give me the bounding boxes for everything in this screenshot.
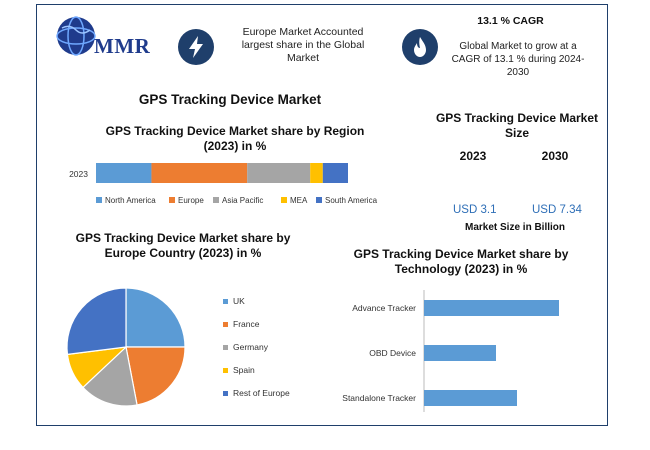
pie-legend-label-1: France bbox=[233, 319, 260, 329]
market-size-value-2023: USD 3.1 bbox=[453, 204, 497, 216]
pie-legend-swatch-3 bbox=[223, 368, 228, 373]
region-chart: 2023 North America Europe Asia Pacific MEA So… bbox=[69, 163, 378, 205]
cagr-text: Global Market to grow at a CAGR of 13.1 … bbox=[451, 41, 585, 78]
pie-legend-label-4: Rest of Europe bbox=[233, 388, 290, 398]
market-size-caption: Market Size in Billion bbox=[464, 222, 566, 233]
region-legend-label-1: Europe bbox=[178, 196, 204, 205]
tech-category-label-2: Standalone Tracker bbox=[342, 393, 416, 403]
pie-legend-swatch-2 bbox=[223, 345, 228, 350]
logo-text: MMR bbox=[94, 34, 151, 58]
region-bar-segment-2 bbox=[247, 163, 311, 183]
pie-slice-germany bbox=[82, 345, 138, 407]
region-bar-segment-4 bbox=[322, 163, 348, 183]
page-title: GPS Tracking Device Market bbox=[138, 92, 322, 107]
europe-chart-title: GPS Tracking Device Market share by Euro… bbox=[75, 231, 291, 260]
region-legend-label-2: Asia Pacific bbox=[222, 196, 263, 205]
tech-bar-0 bbox=[424, 300, 559, 316]
tech-category-label-0: Advance Tracker bbox=[352, 303, 416, 313]
technology-chart-title: GPS Tracking Device Market share by Tech… bbox=[353, 247, 569, 276]
pie-legend-label-0: UK bbox=[233, 296, 245, 306]
globe-icon bbox=[56, 16, 96, 56]
region-legend-label-0: North America bbox=[105, 196, 156, 205]
pie-legend-label-3: Spain bbox=[233, 365, 255, 375]
market-size-title: GPS Tracking Device Market Size bbox=[435, 111, 599, 140]
region-bar-segment-1 bbox=[151, 163, 248, 183]
flame-icon bbox=[402, 29, 438, 65]
region-legend-swatch-2 bbox=[213, 197, 219, 203]
pie-legend-swatch-4 bbox=[223, 391, 228, 396]
region-bar-segment-3 bbox=[310, 163, 323, 183]
tech-category-label-1: OBD Device bbox=[369, 348, 416, 358]
pie-legend-label-2: Germany bbox=[233, 342, 269, 352]
lightning-icon bbox=[178, 29, 214, 65]
region-legend-swatch-4 bbox=[316, 197, 322, 203]
region-legend-swatch-3 bbox=[281, 197, 287, 203]
logo: MMR bbox=[52, 14, 162, 60]
pie-slice-france bbox=[125, 346, 186, 406]
europe-pie-chart: UK France Germany Spain Rest of Europe bbox=[66, 287, 290, 407]
pie-slice-uk bbox=[125, 287, 186, 348]
region-legend-swatch-1 bbox=[169, 197, 175, 203]
region-legend-label-3: MEA bbox=[290, 196, 308, 205]
region-legend-swatch-0 bbox=[96, 197, 102, 203]
tech-bar-2 bbox=[424, 390, 517, 406]
region-chart-title: GPS Tracking Device Market share by Regi… bbox=[105, 124, 365, 153]
europe-fact-text: Europe Market Accounted largest share in… bbox=[241, 26, 365, 64]
technology-chart: Advance Tracker OBD Device Standalone Trac… bbox=[342, 290, 559, 412]
region-legend-label-4: South America bbox=[325, 196, 378, 205]
tech-bar-1 bbox=[424, 345, 496, 361]
market-size-year-2030: 2030 bbox=[541, 149, 569, 163]
pie-legend-swatch-1 bbox=[223, 322, 228, 327]
pie-legend-swatch-0 bbox=[223, 299, 228, 304]
cagr-title: 13.1 % CAGR bbox=[477, 15, 544, 27]
market-size-year-2023: 2023 bbox=[459, 149, 487, 163]
pie-slice-rest-of-europe bbox=[66, 287, 127, 356]
region-bar-segment-0 bbox=[96, 163, 152, 183]
region-category-label: 2023 bbox=[69, 169, 88, 179]
market-size-value-2030: USD 7.34 bbox=[532, 204, 582, 216]
